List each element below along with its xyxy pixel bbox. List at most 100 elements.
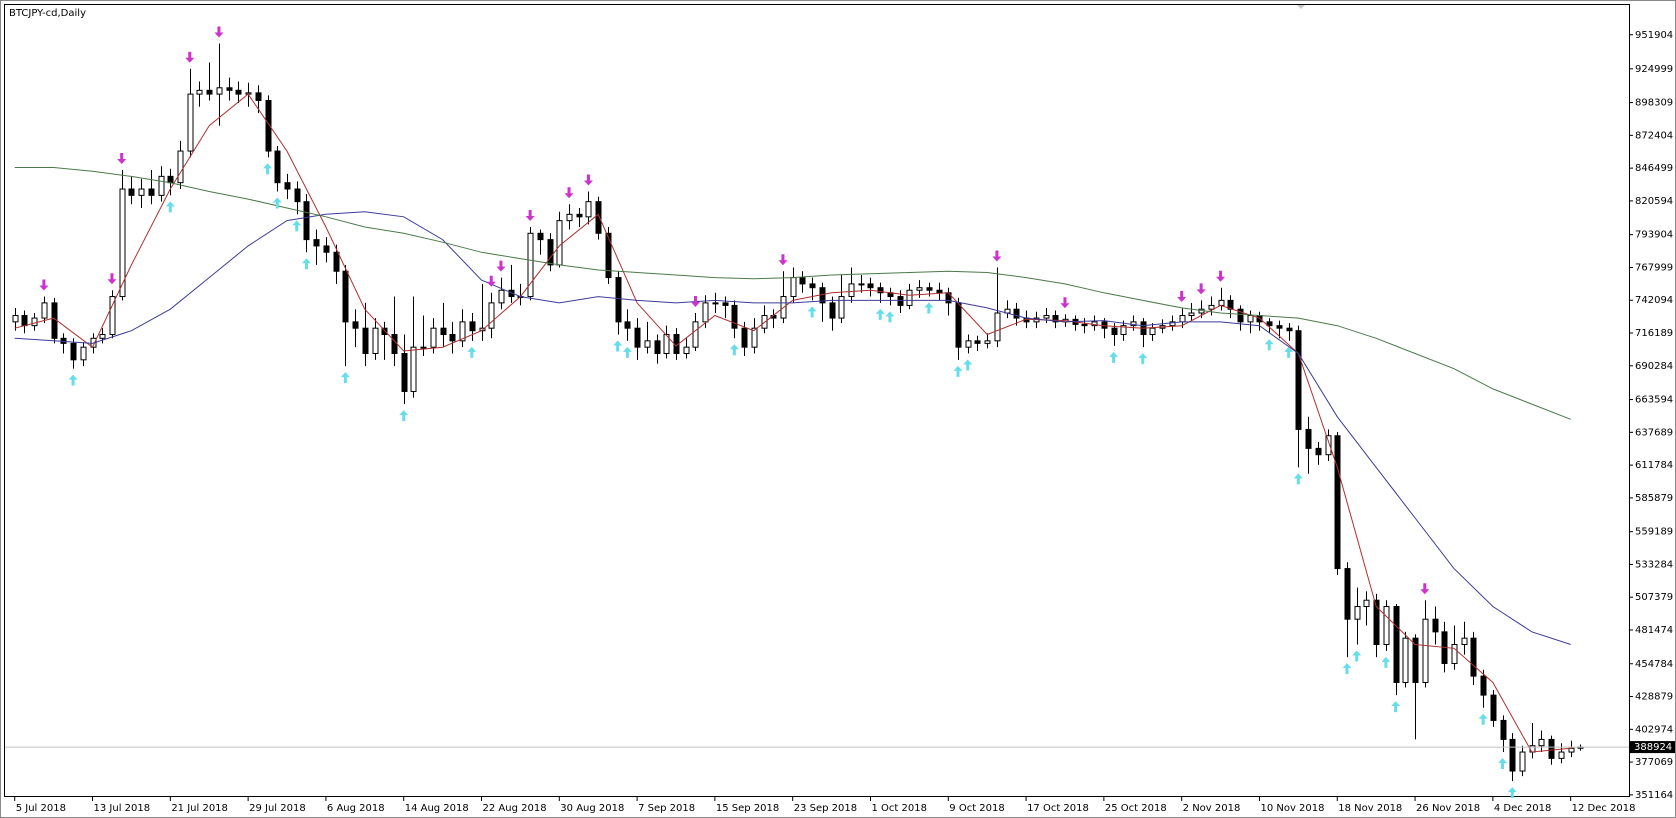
candle-body <box>1101 321 1108 329</box>
candle-body <box>284 182 291 190</box>
candle-body <box>585 201 592 218</box>
candle-body <box>1412 637 1419 683</box>
y-tick-label: 507379 <box>1635 592 1673 603</box>
y-tick-label: 637689 <box>1635 427 1673 438</box>
x-tick-label: 10 Nov 2018 <box>1260 803 1324 814</box>
candle-body <box>41 302 48 319</box>
candle-body <box>712 302 719 305</box>
lower-fractal <box>68 374 78 386</box>
x-tick-label: 12 Dec 2018 <box>1572 803 1636 814</box>
candle-body <box>430 327 437 348</box>
y-tick-label: 846499 <box>1635 163 1673 174</box>
lower-fractal <box>953 365 963 377</box>
candle-body <box>702 302 709 323</box>
candle-body <box>1149 327 1156 336</box>
candle-body <box>644 340 651 348</box>
candle-body <box>974 340 981 344</box>
y-tick-label: 924999 <box>1635 64 1673 75</box>
candle-body <box>1266 321 1273 327</box>
y-tick-label: 690284 <box>1635 361 1673 372</box>
chart-title: BTCJPY-cd,Daily <box>9 8 86 19</box>
x-tick-label: 18 Nov 2018 <box>1338 803 1402 814</box>
candle-body <box>547 239 554 266</box>
upper-fractal <box>1196 283 1206 295</box>
lower-fractal <box>467 346 477 358</box>
y-tick-label: 611784 <box>1635 460 1673 471</box>
moving-average <box>14 93 1571 753</box>
y-tick-label: 767999 <box>1635 262 1673 273</box>
upper-fractal <box>690 296 700 308</box>
candle-body <box>867 283 874 289</box>
y-tick-label: 716189 <box>1635 328 1673 339</box>
candle-body <box>1568 747 1575 753</box>
candle-body <box>1558 751 1565 759</box>
moving-average <box>14 167 1571 420</box>
candle-body <box>722 302 729 306</box>
lower-fractal <box>399 410 409 422</box>
y-tick-label: 898309 <box>1635 98 1673 109</box>
upper-fractal <box>214 26 224 38</box>
upper-fractal <box>525 209 535 221</box>
lower-fractal <box>292 220 302 232</box>
candle-body <box>1383 606 1390 645</box>
x-tick-label: 29 Jul 2018 <box>249 803 306 814</box>
x-tick-label: 25 Oct 2018 <box>1105 803 1167 814</box>
plot-frame <box>4 4 1630 797</box>
candle-body <box>109 296 116 336</box>
upper-fractal <box>778 254 788 266</box>
candle-body <box>1538 738 1545 747</box>
candle-body <box>1354 606 1361 620</box>
candle-body <box>1111 327 1118 336</box>
candle-body <box>294 188 301 203</box>
candle-body <box>984 340 991 344</box>
candle-body <box>1422 618 1429 683</box>
candle-body <box>99 334 106 339</box>
y-tick-label: 481474 <box>1635 625 1673 636</box>
candle-body <box>906 289 913 306</box>
x-tick-label: 13 Jul 2018 <box>94 803 151 814</box>
x-tick-label: 30 Aug 2018 <box>560 803 624 814</box>
candle-body <box>410 346 417 392</box>
candle-body <box>1451 643 1458 664</box>
lower-fractal <box>613 340 623 352</box>
candle-body <box>692 321 699 348</box>
candle-body <box>187 93 194 152</box>
candle-body <box>177 150 184 184</box>
candle-body <box>916 287 923 291</box>
candle-body <box>128 188 135 196</box>
candle-body <box>527 232 534 298</box>
x-tick-label: 7 Sep 2018 <box>638 803 695 814</box>
candle-body <box>1295 330 1302 430</box>
upper-fractal <box>39 279 49 291</box>
x-tick-label: 17 Oct 2018 <box>1027 803 1089 814</box>
x-tick-label: 2 Nov 2018 <box>1183 803 1241 814</box>
x-tick-label: 9 Oct 2018 <box>949 803 1004 814</box>
candle-body <box>634 327 641 348</box>
candle-body <box>255 92 262 101</box>
candle-body <box>1480 675 1487 696</box>
candle-body <box>216 87 223 95</box>
candle-body <box>1509 738 1516 772</box>
y-tick-label: 559189 <box>1635 527 1673 538</box>
candle-body <box>838 296 845 319</box>
candle-body <box>799 277 806 285</box>
candle-body <box>459 321 466 342</box>
candle-body <box>235 89 242 95</box>
candle-body <box>897 296 904 306</box>
upper-fractal <box>496 260 506 272</box>
candle-body <box>624 321 631 329</box>
candle-body <box>1548 738 1555 759</box>
candle-body <box>80 346 87 361</box>
candle-body <box>731 304 738 329</box>
candle-body <box>498 289 505 304</box>
y-tick-label: 793904 <box>1635 230 1673 241</box>
upper-fractal <box>1177 290 1187 302</box>
candle-body <box>1013 308 1020 319</box>
candle-body <box>21 315 28 327</box>
candle-body <box>1305 428 1312 449</box>
x-tick-label: 14 Aug 2018 <box>405 803 469 814</box>
x-tick-label: 22 Aug 2018 <box>483 803 547 814</box>
candle-body <box>167 175 174 184</box>
